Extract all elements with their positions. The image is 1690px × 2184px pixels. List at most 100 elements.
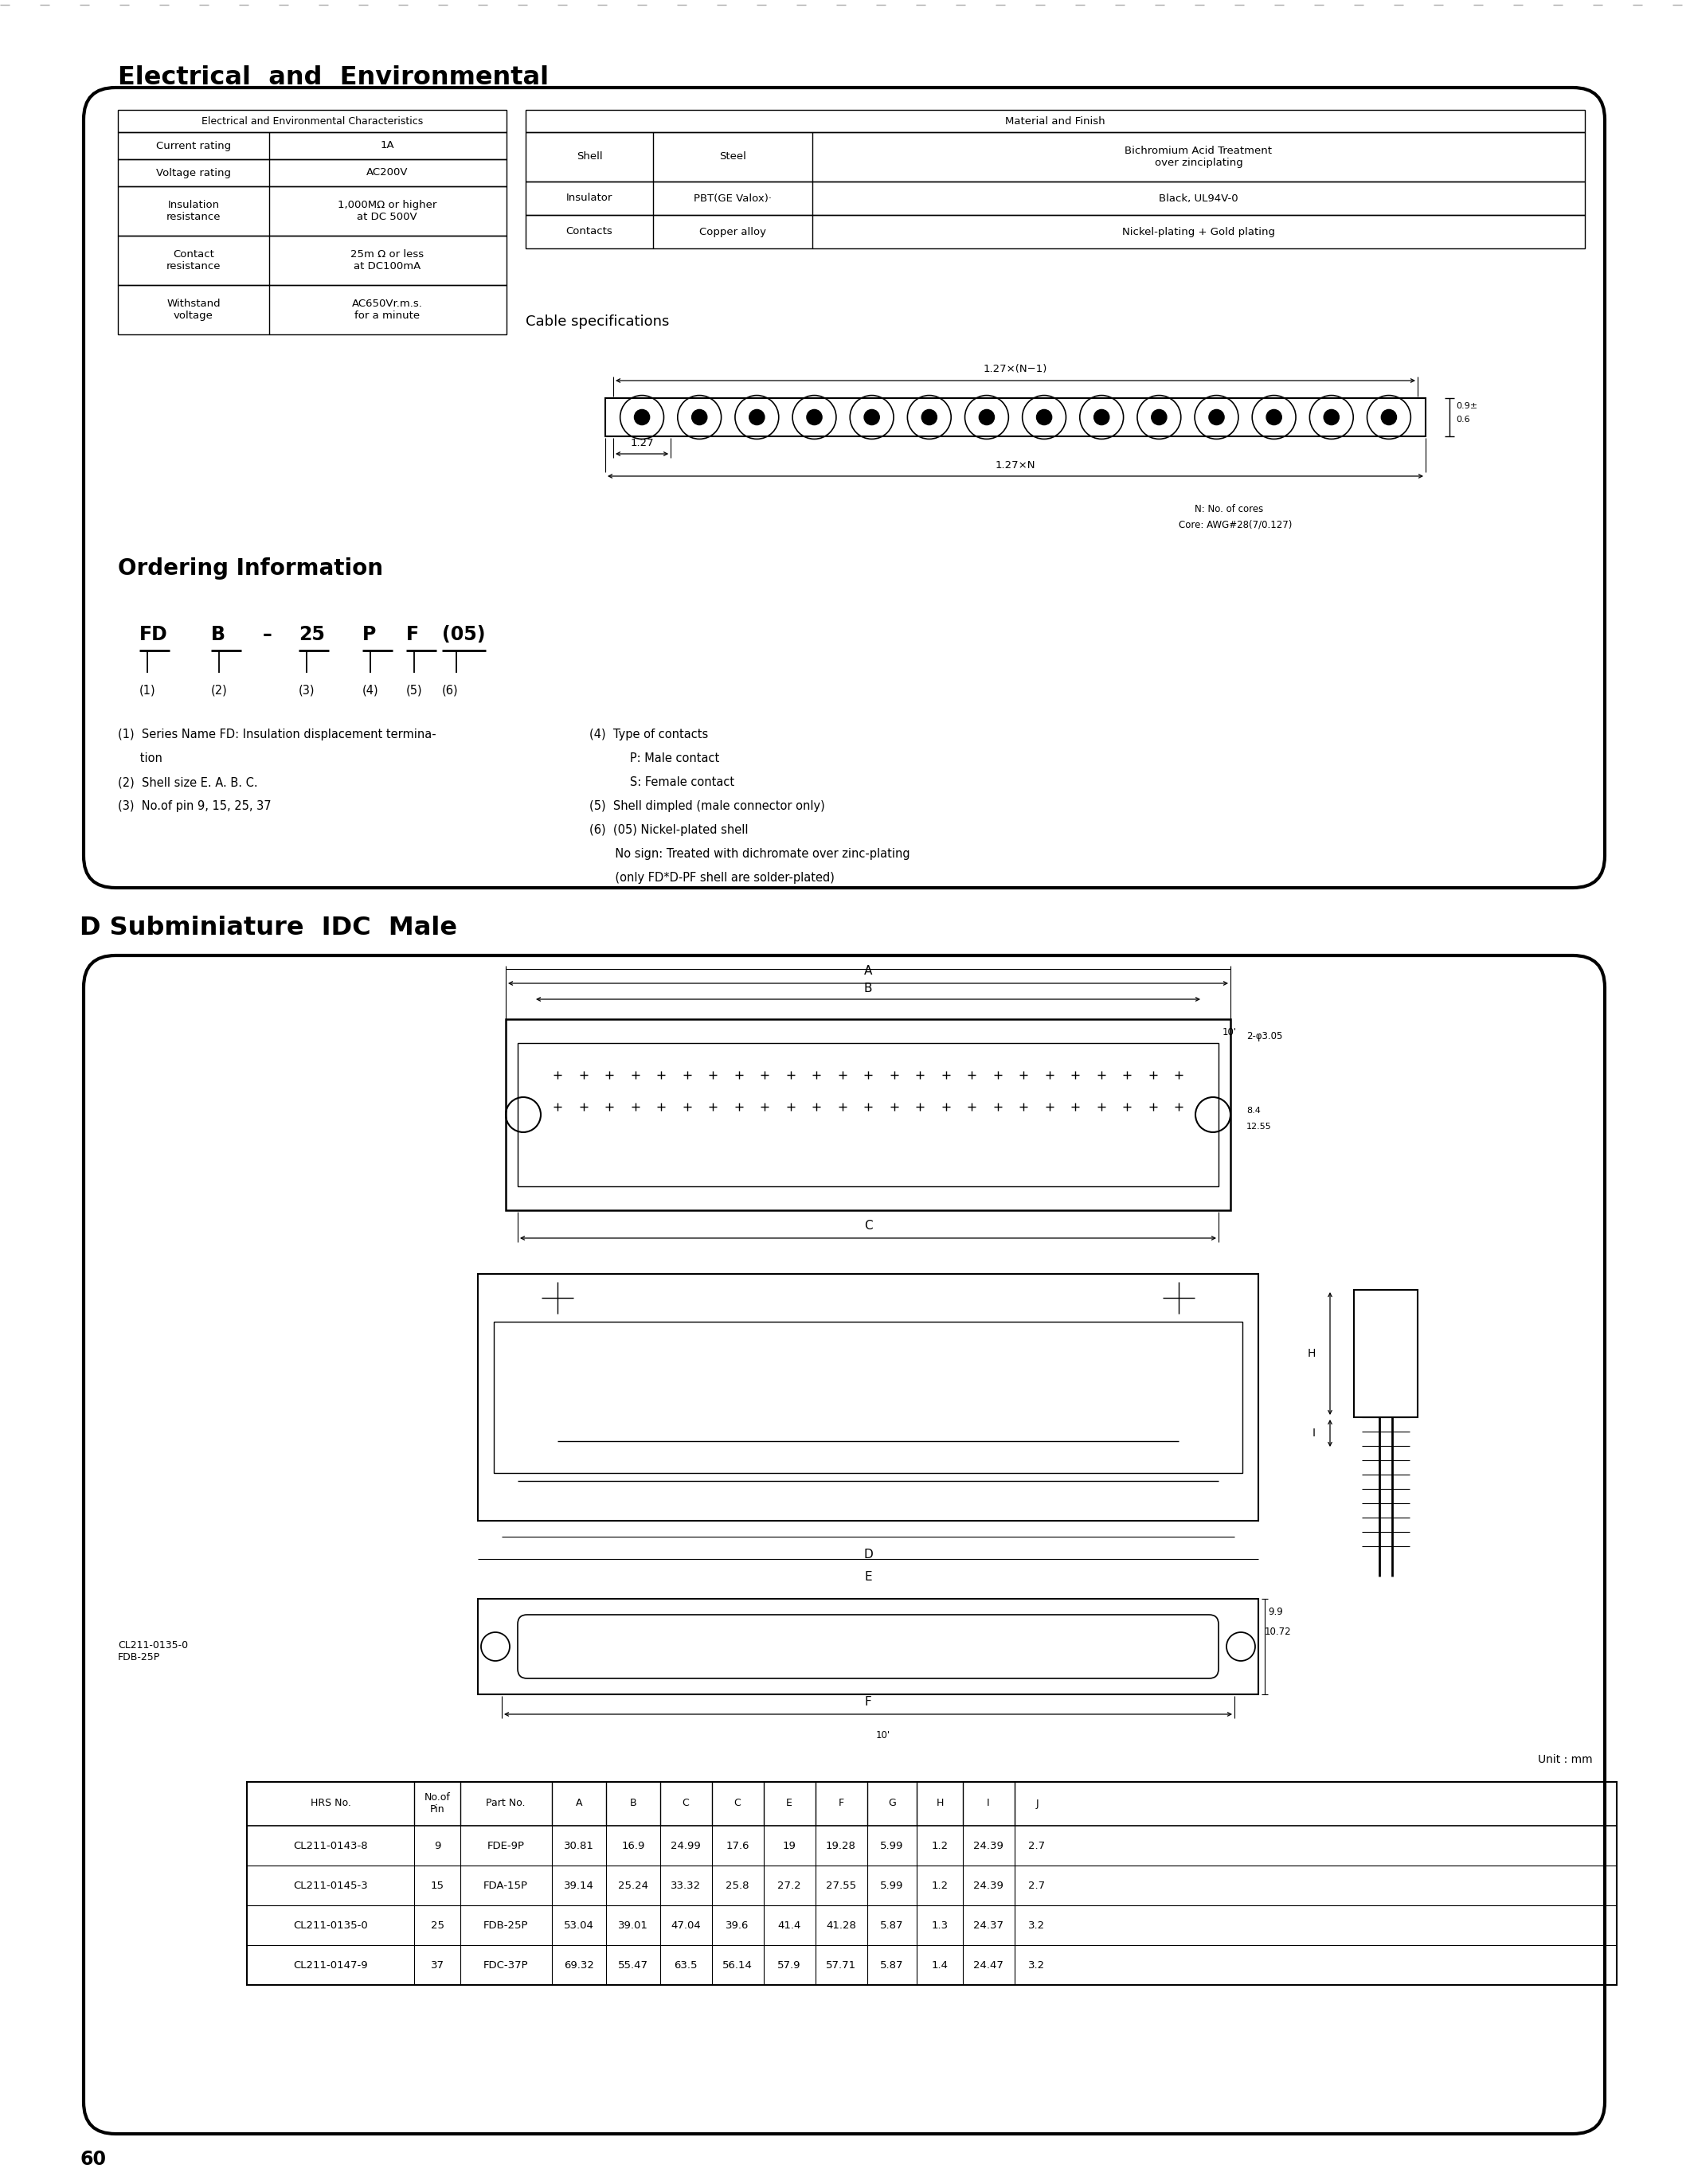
Text: 25: 25 xyxy=(299,625,324,644)
Text: 17.6: 17.6 xyxy=(725,1841,749,1850)
Text: D: D xyxy=(864,1548,872,1562)
Bar xyxy=(478,1599,1259,1695)
Circle shape xyxy=(749,411,764,426)
Text: (2)  Shell size E. A. B. C.: (2) Shell size E. A. B. C. xyxy=(118,775,259,788)
Circle shape xyxy=(864,411,879,426)
Text: (05): (05) xyxy=(443,625,485,644)
Text: 39.01: 39.01 xyxy=(619,1920,649,1931)
Circle shape xyxy=(1093,411,1109,426)
Circle shape xyxy=(921,411,936,426)
Text: 5.87: 5.87 xyxy=(880,1920,904,1931)
Text: CL211-0135-0: CL211-0135-0 xyxy=(292,1920,368,1931)
Bar xyxy=(526,181,1585,214)
Text: 1,000MΩ or higher
at DC 500V: 1,000MΩ or higher at DC 500V xyxy=(338,201,436,223)
Text: 39.6: 39.6 xyxy=(725,1920,749,1931)
Text: 16.9: 16.9 xyxy=(622,1841,646,1850)
Text: 56.14: 56.14 xyxy=(722,1959,752,1970)
Text: E: E xyxy=(864,1570,872,1583)
Text: CL211-0145-3: CL211-0145-3 xyxy=(292,1880,368,1891)
Circle shape xyxy=(1036,411,1051,426)
Text: (3): (3) xyxy=(299,686,314,697)
Text: 12.55: 12.55 xyxy=(1247,1123,1271,1131)
Text: 25.24: 25.24 xyxy=(619,1880,649,1891)
Text: C: C xyxy=(733,1797,740,1808)
Text: D Subminiature  IDC  Male: D Subminiature IDC Male xyxy=(79,915,456,941)
Text: 5.99: 5.99 xyxy=(880,1880,904,1891)
Text: 2.7: 2.7 xyxy=(1029,1880,1046,1891)
Text: 39.14: 39.14 xyxy=(564,1880,595,1891)
Text: 8.4: 8.4 xyxy=(1247,1107,1261,1114)
Text: Current rating: Current rating xyxy=(155,140,232,151)
Text: AC650Vr.m.s.
for a minute: AC650Vr.m.s. for a minute xyxy=(352,299,422,321)
Text: 37: 37 xyxy=(431,1959,444,1970)
Text: 69.32: 69.32 xyxy=(564,1959,595,1970)
Text: 1.2: 1.2 xyxy=(931,1841,948,1850)
Text: Unit : mm: Unit : mm xyxy=(1538,1754,1594,1765)
Text: 5.87: 5.87 xyxy=(880,1959,904,1970)
Bar xyxy=(505,1020,1230,1210)
Text: 1.27×N: 1.27×N xyxy=(995,461,1036,470)
Text: No sign: Treated with dichromate over zinc-plating: No sign: Treated with dichromate over zi… xyxy=(590,847,909,860)
Text: G: G xyxy=(889,1797,896,1808)
Text: (2): (2) xyxy=(211,686,228,697)
Text: 55.47: 55.47 xyxy=(619,1959,649,1970)
Text: I: I xyxy=(1313,1428,1317,1439)
Circle shape xyxy=(1266,411,1281,426)
Text: 25m Ω or less
at DC100mA: 25m Ω or less at DC100mA xyxy=(350,249,424,271)
Text: (3)  No.of pin 9, 15, 25, 37: (3) No.of pin 9, 15, 25, 37 xyxy=(118,799,272,812)
Text: FDA-15P: FDA-15P xyxy=(483,1880,527,1891)
Text: 2.7: 2.7 xyxy=(1029,1841,1046,1850)
Text: P: P xyxy=(362,625,377,644)
Text: F: F xyxy=(838,1797,843,1808)
Text: 41.4: 41.4 xyxy=(777,1920,801,1931)
Text: 1A: 1A xyxy=(380,140,394,151)
Text: A: A xyxy=(864,965,872,976)
Text: B: B xyxy=(864,983,872,994)
Text: Ordering Information: Ordering Information xyxy=(118,557,384,579)
Text: 63.5: 63.5 xyxy=(674,1959,698,1970)
Text: Steel: Steel xyxy=(720,151,747,162)
Text: CL211-0147-9: CL211-0147-9 xyxy=(294,1959,368,1970)
Bar xyxy=(118,133,507,159)
Circle shape xyxy=(634,411,649,426)
Text: 19.28: 19.28 xyxy=(826,1841,857,1850)
Bar xyxy=(247,1782,1617,1985)
Text: 1.3: 1.3 xyxy=(931,1920,948,1931)
Text: 10': 10' xyxy=(875,1730,891,1741)
Bar xyxy=(118,236,507,286)
Text: B: B xyxy=(630,1797,637,1808)
Text: 1.27: 1.27 xyxy=(630,437,654,448)
Text: 25.8: 25.8 xyxy=(725,1880,749,1891)
Text: 1.4: 1.4 xyxy=(931,1959,948,1970)
Text: 27.55: 27.55 xyxy=(826,1880,857,1891)
Text: 27.2: 27.2 xyxy=(777,1880,801,1891)
Bar xyxy=(118,186,507,236)
Text: 57.71: 57.71 xyxy=(826,1959,857,1970)
Bar xyxy=(1354,1291,1418,1417)
Text: 19: 19 xyxy=(782,1841,796,1850)
Text: J: J xyxy=(1036,1797,1038,1808)
Text: Insulator: Insulator xyxy=(566,192,612,203)
Bar xyxy=(118,286,507,334)
Text: Contact
resistance: Contact resistance xyxy=(166,249,221,271)
Text: CL211-0143-8: CL211-0143-8 xyxy=(294,1841,368,1850)
Text: tion: tion xyxy=(118,753,162,764)
Text: 47.04: 47.04 xyxy=(671,1920,701,1931)
Text: C: C xyxy=(683,1797,690,1808)
Text: 2-φ3.05: 2-φ3.05 xyxy=(1247,1031,1283,1042)
Circle shape xyxy=(1151,411,1166,426)
Text: Bichromium Acid Treatment
over zinciplating: Bichromium Acid Treatment over zinciplat… xyxy=(1126,146,1273,168)
Bar xyxy=(526,214,1585,249)
Circle shape xyxy=(691,411,706,426)
Text: 24.37: 24.37 xyxy=(973,1920,1004,1931)
Text: 41.28: 41.28 xyxy=(826,1920,857,1931)
Text: 3.2: 3.2 xyxy=(1029,1959,1046,1970)
Text: (1): (1) xyxy=(139,686,155,697)
Text: 15: 15 xyxy=(431,1880,444,1891)
Text: 24.39: 24.39 xyxy=(973,1880,1004,1891)
Text: (5)  Shell dimpled (male connector only): (5) Shell dimpled (male connector only) xyxy=(590,799,825,812)
Bar xyxy=(118,109,507,133)
Text: No.of
Pin: No.of Pin xyxy=(424,1793,450,1815)
Text: (only FD*D-PF shell are solder-plated): (only FD*D-PF shell are solder-plated) xyxy=(590,871,835,885)
Text: Black, UL94V-0: Black, UL94V-0 xyxy=(1159,192,1239,203)
